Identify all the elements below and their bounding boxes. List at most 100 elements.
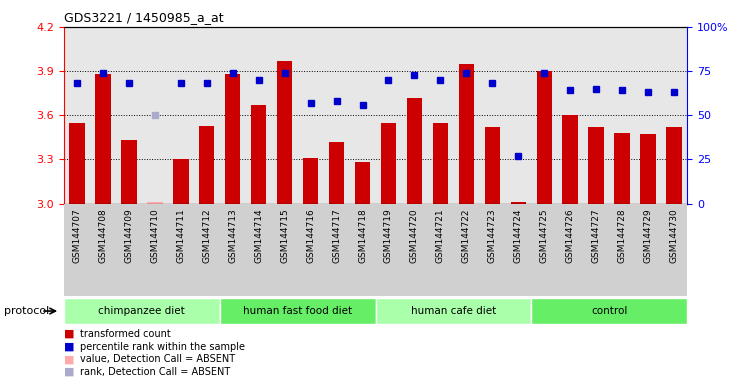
- Bar: [454, 204, 479, 296]
- Bar: [349, 27, 376, 204]
- Text: GSM144726: GSM144726: [566, 208, 575, 263]
- Text: GSM144727: GSM144727: [592, 208, 601, 263]
- Text: GSM144730: GSM144730: [670, 208, 679, 263]
- Bar: [194, 27, 220, 204]
- Bar: [427, 27, 454, 204]
- Bar: [167, 204, 194, 296]
- Bar: [220, 298, 376, 324]
- Bar: [272, 27, 297, 204]
- Text: GSM144713: GSM144713: [228, 208, 237, 263]
- Bar: [251, 105, 267, 204]
- Text: ■: ■: [64, 342, 74, 352]
- Bar: [427, 204, 454, 296]
- Text: value, Detection Call = ABSENT: value, Detection Call = ABSENT: [80, 354, 236, 364]
- Bar: [532, 204, 557, 296]
- Bar: [609, 27, 635, 204]
- Text: GSM144707: GSM144707: [72, 208, 81, 263]
- Bar: [562, 115, 578, 204]
- Bar: [557, 27, 584, 204]
- Text: GSM144708: GSM144708: [98, 208, 107, 263]
- Bar: [303, 158, 318, 204]
- Bar: [297, 27, 324, 204]
- Bar: [584, 27, 609, 204]
- Bar: [505, 204, 532, 296]
- Bar: [589, 127, 604, 204]
- Text: ■: ■: [64, 367, 74, 377]
- Text: human cafe diet: human cafe diet: [411, 306, 496, 316]
- Bar: [454, 27, 479, 204]
- Bar: [641, 134, 656, 204]
- Text: transformed count: transformed count: [80, 329, 171, 339]
- Bar: [142, 27, 167, 204]
- Text: GSM144710: GSM144710: [150, 208, 159, 263]
- Text: GSM144728: GSM144728: [618, 208, 627, 263]
- Bar: [147, 202, 162, 204]
- Text: percentile rank within the sample: percentile rank within the sample: [80, 342, 246, 352]
- Bar: [173, 159, 189, 204]
- Bar: [69, 122, 85, 204]
- Text: GSM144715: GSM144715: [280, 208, 289, 263]
- Bar: [220, 204, 246, 296]
- Bar: [459, 64, 474, 204]
- Text: GSM144723: GSM144723: [488, 208, 497, 263]
- Text: GSM144724: GSM144724: [514, 208, 523, 263]
- Bar: [661, 27, 687, 204]
- Bar: [376, 27, 402, 204]
- Text: GSM144721: GSM144721: [436, 208, 445, 263]
- Bar: [246, 204, 272, 296]
- Bar: [220, 27, 246, 204]
- Bar: [661, 204, 687, 296]
- Bar: [557, 204, 584, 296]
- Bar: [532, 27, 557, 204]
- Bar: [376, 298, 532, 324]
- Text: GSM144722: GSM144722: [462, 208, 471, 263]
- Bar: [90, 204, 116, 296]
- Text: rank, Detection Call = ABSENT: rank, Detection Call = ABSENT: [80, 367, 231, 377]
- Bar: [381, 122, 397, 204]
- Text: GSM144716: GSM144716: [306, 208, 315, 263]
- Text: GSM144712: GSM144712: [202, 208, 211, 263]
- Bar: [635, 204, 661, 296]
- Bar: [64, 204, 90, 296]
- Bar: [329, 142, 344, 204]
- Bar: [95, 74, 110, 204]
- Text: GSM144709: GSM144709: [124, 208, 133, 263]
- Text: GSM144719: GSM144719: [384, 208, 393, 263]
- Text: human fast food diet: human fast food diet: [243, 306, 352, 316]
- Text: ■: ■: [64, 329, 74, 339]
- Bar: [614, 133, 630, 204]
- Text: GSM144720: GSM144720: [410, 208, 419, 263]
- Bar: [324, 204, 349, 296]
- Text: GSM144714: GSM144714: [254, 208, 263, 263]
- Bar: [194, 204, 220, 296]
- Bar: [402, 204, 427, 296]
- Bar: [324, 27, 349, 204]
- Text: chimpanzee diet: chimpanzee diet: [98, 306, 185, 316]
- Bar: [532, 298, 687, 324]
- Bar: [584, 204, 609, 296]
- Bar: [609, 204, 635, 296]
- Bar: [116, 27, 142, 204]
- Bar: [349, 204, 376, 296]
- Bar: [121, 140, 137, 204]
- Bar: [142, 204, 167, 296]
- Bar: [354, 162, 370, 204]
- Bar: [90, 27, 116, 204]
- Bar: [433, 122, 448, 204]
- Bar: [199, 126, 215, 204]
- Bar: [277, 61, 292, 204]
- Text: protocol: protocol: [4, 306, 49, 316]
- Bar: [511, 202, 526, 204]
- Bar: [666, 127, 682, 204]
- Text: GSM144718: GSM144718: [358, 208, 367, 263]
- Bar: [505, 27, 532, 204]
- Bar: [297, 204, 324, 296]
- Bar: [479, 204, 505, 296]
- Text: GSM144729: GSM144729: [644, 208, 653, 263]
- Text: GSM144725: GSM144725: [540, 208, 549, 263]
- Text: GDS3221 / 1450985_a_at: GDS3221 / 1450985_a_at: [64, 12, 224, 25]
- Bar: [635, 27, 661, 204]
- Bar: [64, 298, 220, 324]
- Bar: [479, 27, 505, 204]
- Bar: [225, 74, 240, 204]
